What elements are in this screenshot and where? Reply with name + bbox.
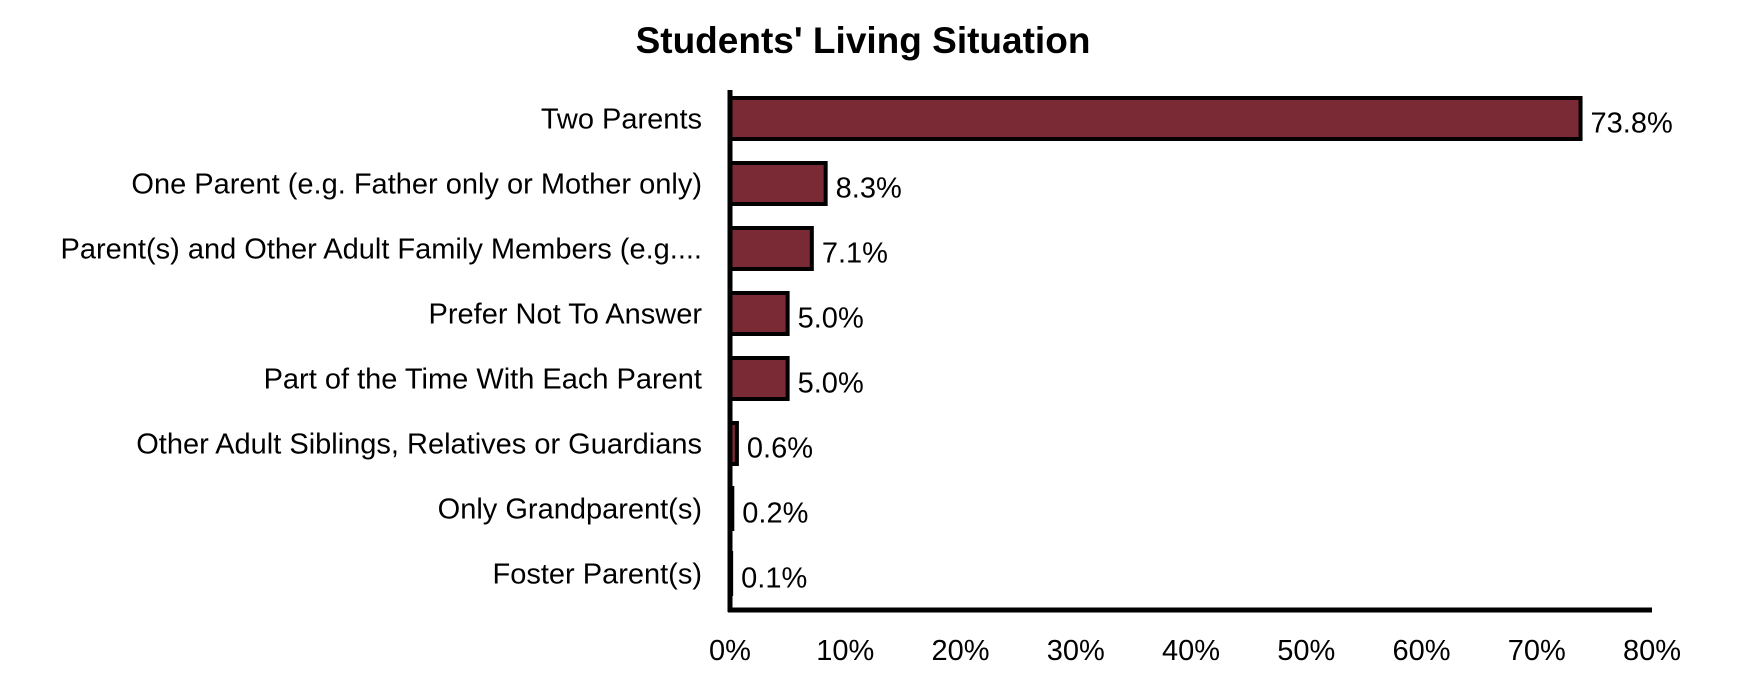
x-tick-label: 30% [1047,635,1105,667]
x-tick-label: 60% [1392,635,1450,667]
data-labels-group: 73.8% 8.3% 7.1% 5.0% 5.0% 0.6% 0.2% 0.1% [741,108,1673,595]
category-label: Other Adult Siblings, Relatives or Guard… [136,429,702,461]
x-tick-label: 80% [1623,635,1681,667]
data-label: 5.0% [798,368,864,400]
x-tick-label: 0% [709,635,751,667]
data-label: 5.0% [798,303,864,335]
bars-group [728,96,1583,596]
bar [728,226,814,271]
bar [728,96,1583,141]
category-label: Only Grandparent(s) [438,494,702,526]
category-label: One Parent (e.g. Father only or Mother o… [131,169,702,201]
bar [728,356,790,401]
data-label: 0.1% [741,563,807,595]
x-tick-label: 70% [1508,635,1566,667]
x-tick-label: 20% [931,635,989,667]
category-label: Part of the Time With Each Parent [264,364,702,396]
data-label: 7.1% [822,238,888,270]
category-labels-group: Two Parents One Parent (e.g. Father only … [61,104,703,591]
x-tick-label: 40% [1162,635,1220,667]
category-label: Prefer Not To Answer [429,299,703,331]
category-label: Two Parents [541,104,702,136]
x-tick-label: 50% [1277,635,1335,667]
data-label: 8.3% [836,173,902,205]
category-label: Parent(s) and Other Adult Family Members… [61,234,702,266]
axes-group [727,90,1652,613]
data-label: 0.2% [742,498,808,530]
x-tick-labels-group: 0% 10% 20% 30% 40% 50% 60% 70% 80% [709,635,1681,667]
chart-title: Students' Living Situation [636,20,1091,61]
data-label: 73.8% [1591,108,1673,140]
x-tick-label: 10% [816,635,874,667]
bar [728,291,790,336]
bar [728,161,828,206]
data-label: 0.6% [747,433,813,465]
category-label: Foster Parent(s) [493,559,703,591]
